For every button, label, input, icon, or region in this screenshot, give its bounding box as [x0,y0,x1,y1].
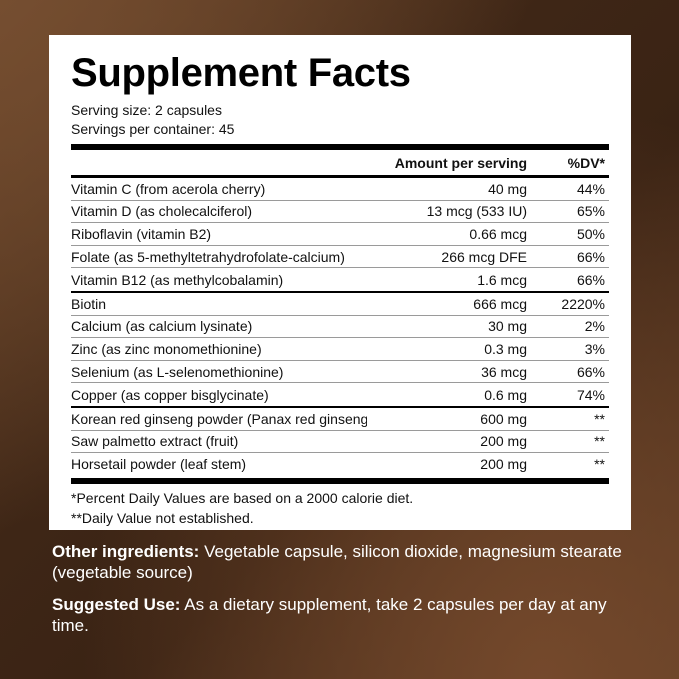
table-row: Zinc (as zinc monomethionine) 0.3 mg 3% [71,338,609,361]
nutrient-name: Saw palmetto extract (fruit) [71,433,239,450]
nutrient-dv: 74% [576,386,605,403]
table-row: Calcium (as calcium lysinate) 30 mg 2% [71,316,609,339]
nutrient-name: Vitamin D (as cholecalciferol) [71,203,253,220]
servings-per-container: Servings per container: 45 [71,121,235,137]
table-row: Vitamin B12 (as methylcobalamin) 1.6 mcg 6… [71,268,609,291]
nutrient-amount: 36 mcg [481,363,527,380]
nutrient-name: Biotin [71,295,107,312]
nutrient-name: Riboflavin (vitamin B2) [71,225,212,242]
nutrient-dv: 3% [584,340,605,357]
nutrient-amount: 13 mcg (533 IU) [426,203,527,220]
table-row: Copper (as copper bisglycinate) 0.6 mg 74% [71,383,609,406]
table-header: Amount per serving %DV* [71,150,609,175]
thick-divider [71,144,609,150]
nutrient-dv: 2% [584,318,605,335]
suggested-use-label: Suggested Use: [52,595,181,614]
nutrient-amount: 0.66 mcg [469,225,527,242]
table-row: Folate (as 5-methyltetrahydrofolate-calc… [71,246,609,269]
footnote-dv: *Percent Daily Values are based on a 200… [71,489,414,506]
table-row: Selenium (as L-selenomethionine) 36 mcg 66… [71,361,609,384]
footnotes: *Percent Daily Values are based on a 200… [71,488,609,528]
nutrient-dv: 2220% [561,295,605,312]
nutrient-name: Folate (as 5-methyltetrahydrofolate-calc… [71,248,345,265]
nutrient-dv: 66% [576,248,605,265]
nutrient-amount: 266 mcg DFE [441,248,527,265]
amount-header: Amount per serving [394,154,527,171]
table-row: Korean red ginseng powder (Panax red gin… [71,408,609,431]
other-ingredients-text: Vegetable capsule, silicon dioxide, magn… [52,542,622,582]
section-vitamins: Vitamin C (from acerola cherry) 40 mg 44% … [71,178,609,291]
table-row: Horsetail powder (leaf stem) 200 mg ** [71,453,609,476]
nutrient-dv: ** [594,456,605,473]
nutrient-name: Vitamin B12 (as methylcobalamin) [71,271,284,288]
table-row: Biotin 666 mcg 2220% [71,293,609,316]
section-botanicals: Korean red ginseng powder (Panax red gin… [71,408,609,476]
table-row: Saw palmetto extract (fruit) 200 mg ** [71,431,609,454]
suggested-use-text: As a dietary supplement, take 2 capsules… [52,595,607,635]
nutrient-dv: 66% [576,271,605,288]
nutrient-amount: 40 mg [488,180,527,197]
nutrient-amount: 0.6 mg [484,386,527,403]
nutrient-dv: ** [594,410,605,427]
nutrient-dv: 50% [576,225,605,242]
nutrient-name: Zinc (as zinc monomethionine) [71,340,262,357]
nutrient-amount: 1.6 mcg [477,271,527,288]
section-minerals: Biotin 666 mcg 2220% Calcium (as calcium l… [71,293,609,406]
nutrient-name: Horsetail powder (leaf stem) [71,456,247,473]
nutrient-name: Copper (as copper bisglycinate) [71,386,269,403]
nutrient-name: Korean red ginseng powder (Panax red gin… [71,410,367,427]
nutrient-amount: 600 mg [480,410,527,427]
table-row: Riboflavin (vitamin B2) 0.66 mcg 50% [71,223,609,246]
nutrient-name: Calcium (as calcium lysinate) [71,318,253,335]
nutrient-dv: ** [594,433,605,450]
footnote-not-established: **Daily Value not established. [71,509,254,526]
table-row: Vitamin D (as cholecalciferol) 13 mcg (53… [71,201,609,224]
header-divider [71,175,609,178]
nutrient-dv: 44% [576,180,605,197]
other-ingredients-label: Other ingredients: [52,542,200,561]
table-row: Vitamin C (from acerola cherry) 40 mg 44% [71,178,609,201]
section-divider [71,405,609,408]
nutrient-dv: 66% [576,363,605,380]
nutrient-dv: 65% [576,203,605,220]
section-divider [71,290,609,293]
bottom-thick-divider [71,477,609,484]
supplement-facts-panel: Supplement Facts Serving size: 2 capsule… [49,35,631,530]
nutrient-amount: 0.3 mg [484,340,527,357]
nutrient-amount: 30 mg [488,318,527,335]
other-ingredients: Other ingredients: Vegetable capsule, si… [52,541,632,583]
suggested-use: Suggested Use: As a dietary supplement, … [52,594,632,636]
dv-header: %DV* [567,154,605,171]
nutrient-amount: 200 mg [480,456,527,473]
nutrient-name: Selenium (as L-selenomethionine) [71,363,284,380]
serving-size: Serving size: 2 capsules [71,102,222,118]
nutrient-name: Vitamin C (from acerola cherry) [71,180,266,197]
panel-title: Supplement Facts [71,51,411,95]
nutrient-amount: 200 mg [480,433,527,450]
nutrient-amount: 666 mcg [473,295,527,312]
